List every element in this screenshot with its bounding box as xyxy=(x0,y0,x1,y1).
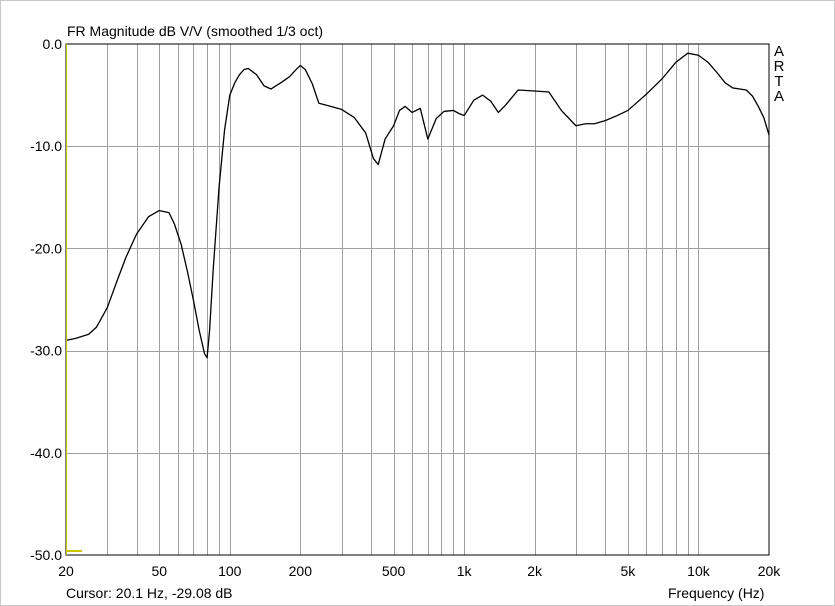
x-tick-label: 5k xyxy=(621,563,637,579)
x-tick-label: 50 xyxy=(151,563,167,579)
y-tick-label: -40.0 xyxy=(30,445,62,461)
x-tick-label: 2k xyxy=(527,563,543,579)
brand-letter: T xyxy=(774,73,784,90)
cursor-marker[interactable] xyxy=(66,44,82,555)
y-tick-label: 0.0 xyxy=(43,36,63,52)
y-tick-label: -20.0 xyxy=(30,240,62,256)
x-tick-label: 200 xyxy=(289,563,313,579)
x-tick-label: 100 xyxy=(218,563,242,579)
y-tick-label: -30.0 xyxy=(30,343,62,359)
plot-grid xyxy=(66,44,769,555)
y-tick-label: -50.0 xyxy=(30,547,62,563)
x-tick-label: 1k xyxy=(457,563,473,579)
x-axis-label: Frequency (Hz) xyxy=(668,585,765,601)
x-tick-label: 20 xyxy=(58,563,74,579)
x-tick-label: 10k xyxy=(687,563,711,579)
y-tick-label: -10.0 xyxy=(30,138,62,154)
plot-area[interactable] xyxy=(65,43,770,556)
arta-brand: A R T A xyxy=(772,44,786,104)
series-line xyxy=(65,52,770,359)
brand-letter: A xyxy=(773,88,784,105)
x-tick-label: 20k xyxy=(758,563,782,579)
brand-letter: A xyxy=(773,43,784,60)
x-tick-label: 500 xyxy=(382,563,406,579)
chart-title: FR Magnitude dB V/V (smoothed 1/3 oct) xyxy=(67,23,324,39)
cursor-readout: Cursor: 20.1 Hz, -29.08 dB xyxy=(66,585,233,601)
series-group xyxy=(65,52,770,359)
tick-labels: 0.0 -10.0 -20.0 -30.0 -40.0 -50.020 50 100 200 50… xyxy=(30,36,781,579)
brand-letter: R xyxy=(773,58,785,75)
